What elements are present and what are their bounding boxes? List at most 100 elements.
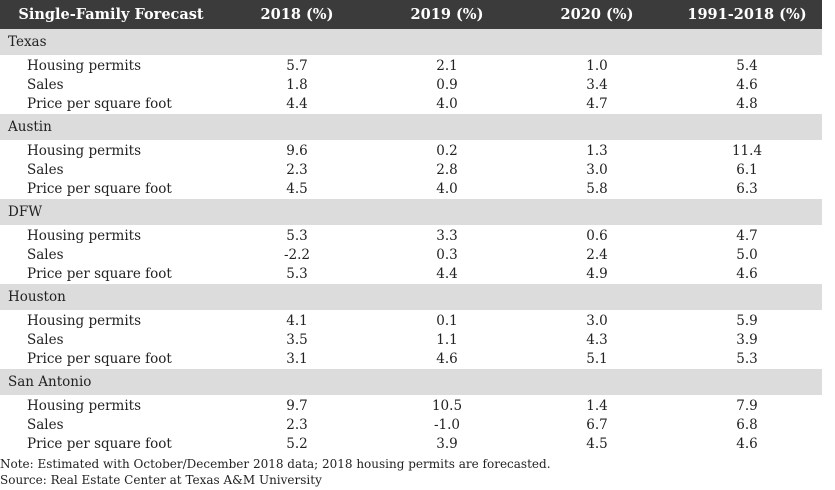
header-row: Single-Family Forecast 2018 (%) 2019 (%)… [0,0,822,29]
region-row: DFW [0,199,822,225]
value-cell: 2.4 [586,247,608,263]
value-cell: 11.4 [731,143,763,159]
value-cell: 5.8 [586,181,608,197]
row-label: Price per square foot [27,436,172,452]
value-cell: 3.0 [586,313,608,329]
value-cell: 6.8 [736,417,758,433]
row-label: Housing permits [27,143,142,159]
value-cell: 4.3 [586,332,608,348]
value-cell: 2.8 [436,162,458,178]
row-label: Sales [27,162,64,178]
value-cell: 5.0 [736,247,758,263]
value-cell: 6.7 [586,417,608,433]
value-cell: 4.5 [286,181,308,197]
row-label: Housing permits [27,228,142,244]
value-cell: 5.2 [286,436,308,452]
region-row: Texas [0,29,822,55]
value-cell: 1.3 [586,143,608,159]
table-row: Price per square foot 4.4 4.0 4.7 4.8 [0,95,822,114]
value-cell: 4.6 [436,351,458,367]
value-cell: 5.3 [736,351,758,367]
table-row: Housing permits 4.1 0.1 3.0 5.9 [0,312,822,331]
value-cell: 0.1 [436,313,458,329]
value-cell: 4.1 [286,313,308,329]
value-cell: 4.7 [736,228,758,244]
notes: Note: Estimated with October/December 20… [0,456,551,488]
table-row: Housing permits 9.7 10.5 1.4 7.9 [0,397,822,416]
row-label: Price per square foot [27,96,172,112]
value-cell: 9.6 [286,143,308,159]
table-body: Texas Housing permits 5.7 2.1 1.0 5.4 Sales 1.8… [0,29,822,454]
value-cell: 4.4 [436,266,458,282]
column-header: 2018 (%) [222,0,372,29]
column-header: 1991-2018 (%) [672,0,822,29]
source-text: Source: Real Estate Center at Texas A&M … [0,473,322,487]
region-label: DFW [0,199,822,225]
value-cell: 5.4 [736,58,758,74]
value-cell: 4.8 [736,96,758,112]
value-cell: 4.6 [736,77,758,93]
table-row: Sales 2.3 -1.0 6.7 6.8 [0,416,822,435]
region-row: San Antonio [0,369,822,395]
region-label: San Antonio [0,369,822,395]
table-row: Price per square foot 4.5 4.0 5.8 6.3 [0,180,822,199]
value-cell: 7.9 [736,398,758,414]
table-row: Price per square foot 5.3 4.4 4.9 4.6 [0,265,822,284]
row-label: Price per square foot [27,351,172,367]
column-header: 2020 (%) [522,0,672,29]
value-cell: 10.5 [431,398,463,414]
row-label: Price per square foot [27,181,172,197]
value-cell: 5.3 [286,228,308,244]
value-cell: 3.4 [586,77,608,93]
value-cell: 4.0 [436,96,458,112]
value-cell: 2.1 [436,58,458,74]
value-cell: 4.5 [586,436,608,452]
row-label: Sales [27,417,64,433]
row-label: Sales [27,332,64,348]
value-cell: 4.0 [436,181,458,197]
region-row: Houston [0,284,822,310]
table-row: Sales 3.5 1.1 4.3 3.9 [0,331,822,350]
row-label: Sales [27,77,64,93]
value-cell: 5.9 [736,313,758,329]
value-cell: -2.2 [283,247,311,263]
column-header: Single-Family Forecast [0,0,222,29]
value-cell: 1.8 [286,77,308,93]
value-cell: 4.6 [736,436,758,452]
value-cell: 4.7 [586,96,608,112]
value-cell: 9.7 [286,398,308,414]
value-cell: -1.0 [433,417,461,433]
value-cell: 0.9 [436,77,458,93]
value-cell: 4.9 [586,266,608,282]
region-label: Texas [0,29,822,55]
row-label: Housing permits [27,398,142,414]
row-label: Price per square foot [27,266,172,282]
row-label: Housing permits [27,58,142,74]
table-row: Price per square foot 5.2 3.9 4.5 4.6 [0,435,822,454]
value-cell: 6.1 [736,162,758,178]
value-cell: 1.0 [586,58,608,74]
value-cell: 3.5 [286,332,308,348]
value-cell: 0.6 [586,228,608,244]
table-row: Sales 2.3 2.8 3.0 6.1 [0,161,822,180]
value-cell: 5.1 [586,351,608,367]
column-header: 2019 (%) [372,0,522,29]
table-row: Sales -2.2 0.3 2.4 5.0 [0,246,822,265]
table-row: Housing permits 5.3 3.3 0.6 4.7 [0,227,822,246]
value-cell: 1.1 [436,332,458,348]
value-cell: 3.9 [436,436,458,452]
row-label: Sales [27,247,64,263]
region-label: Houston [0,284,822,310]
table-row: Housing permits 9.6 0.2 1.3 11.4 [0,142,822,161]
value-cell: 4.6 [736,266,758,282]
value-cell: 4.4 [286,96,308,112]
value-cell: 3.3 [436,228,458,244]
value-cell: 3.0 [586,162,608,178]
table-row: Sales 1.8 0.9 3.4 4.6 [0,76,822,95]
row-label: Housing permits [27,313,142,329]
value-cell: 6.3 [736,181,758,197]
value-cell: 2.3 [286,162,308,178]
value-cell: 0.3 [436,247,458,263]
region-row: Austin [0,114,822,140]
value-cell: 3.9 [736,332,758,348]
